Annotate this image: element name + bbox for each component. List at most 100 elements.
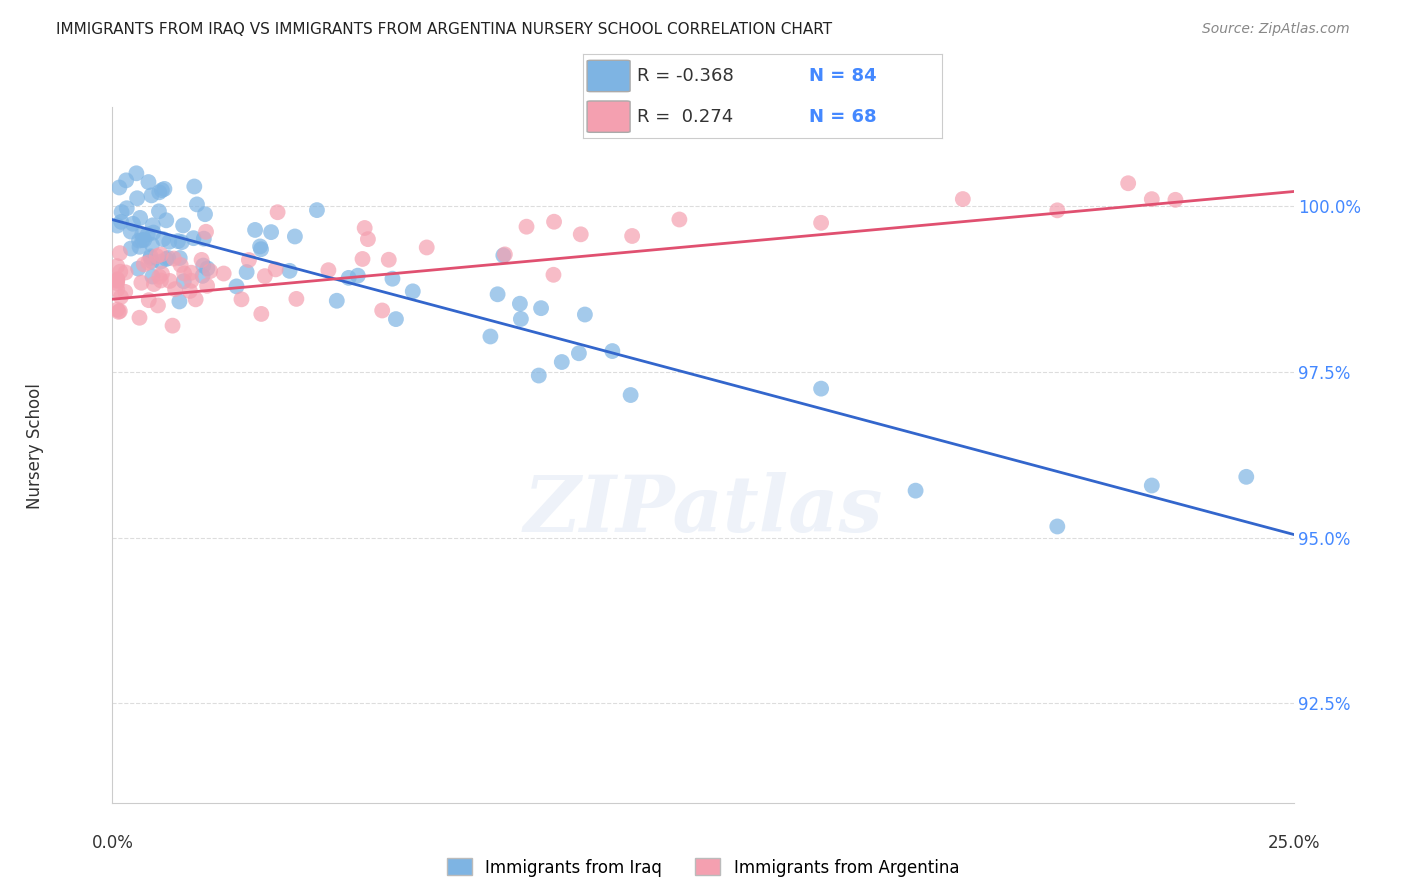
Point	[492, 248, 515, 262]
Point	[183, 179, 205, 194]
Point	[1116, 176, 1139, 190]
Point	[134, 233, 156, 247]
Point	[108, 304, 131, 318]
Point	[621, 229, 644, 244]
Point	[253, 269, 276, 284]
Point	[152, 232, 174, 246]
Point	[509, 312, 531, 326]
Point	[190, 252, 212, 267]
Point	[170, 235, 193, 249]
Point	[810, 216, 832, 230]
Point	[620, 388, 643, 402]
Point	[530, 301, 553, 315]
Point	[115, 173, 138, 187]
Text: N = 68: N = 68	[810, 108, 877, 126]
Point	[142, 219, 165, 233]
Point	[153, 182, 176, 196]
Point	[1234, 470, 1257, 484]
Point	[146, 298, 169, 312]
Point	[132, 257, 155, 271]
Text: 0.0%: 0.0%	[91, 834, 134, 852]
Point	[352, 252, 374, 266]
Point	[136, 227, 159, 242]
Point	[105, 277, 128, 291]
Point	[131, 227, 153, 242]
Point	[148, 204, 170, 219]
Point	[128, 240, 150, 254]
Point	[238, 252, 260, 267]
Point	[128, 310, 150, 325]
Point	[486, 287, 509, 301]
Point	[155, 252, 177, 266]
Point	[264, 262, 287, 277]
Point	[198, 264, 221, 278]
Point	[162, 318, 184, 333]
Point	[138, 293, 160, 308]
Point	[155, 213, 177, 227]
Point	[285, 292, 308, 306]
Point	[479, 329, 502, 343]
Point	[110, 265, 132, 279]
Point	[165, 282, 187, 296]
Point	[193, 259, 215, 273]
Text: IMMIGRANTS FROM IRAQ VS IMMIGRANTS FROM ARGENTINA NURSERY SCHOOL CORRELATION CHA: IMMIGRANTS FROM IRAQ VS IMMIGRANTS FROM …	[56, 22, 832, 37]
Point	[515, 219, 537, 234]
Point	[169, 294, 191, 309]
Point	[212, 267, 235, 281]
Point	[318, 263, 340, 277]
Point	[191, 268, 214, 283]
Point	[150, 183, 173, 197]
Text: R = -0.368: R = -0.368	[637, 67, 734, 85]
Point	[120, 225, 142, 239]
Point	[494, 247, 516, 261]
Point	[569, 227, 592, 242]
Point	[170, 258, 193, 272]
Point	[305, 203, 328, 218]
Point	[141, 254, 163, 268]
Point	[105, 273, 128, 287]
Point	[120, 242, 142, 256]
Point	[127, 261, 149, 276]
Point	[1140, 478, 1163, 492]
Point	[183, 231, 205, 245]
Point	[122, 217, 145, 231]
Point	[159, 274, 181, 288]
Point	[179, 284, 201, 298]
Point	[105, 274, 128, 288]
Point	[235, 265, 257, 279]
Point	[266, 205, 288, 219]
Point	[193, 232, 215, 246]
Point	[110, 215, 132, 229]
Point	[194, 207, 217, 221]
Point	[197, 261, 219, 276]
Point	[169, 251, 191, 265]
Point	[574, 308, 596, 322]
FancyBboxPatch shape	[588, 61, 630, 92]
Point	[139, 251, 162, 265]
Point	[142, 277, 165, 291]
Point	[149, 247, 172, 261]
FancyBboxPatch shape	[588, 101, 630, 132]
Point	[148, 186, 170, 200]
Text: 25.0%: 25.0%	[1267, 834, 1320, 852]
Point	[284, 229, 307, 244]
Point	[377, 252, 399, 267]
Point	[381, 271, 404, 285]
Point	[357, 232, 380, 246]
Point	[127, 191, 149, 205]
Point	[163, 252, 186, 266]
Point	[568, 346, 591, 360]
Point	[142, 226, 165, 240]
Point	[114, 265, 136, 279]
Point	[149, 273, 172, 287]
Point	[278, 264, 301, 278]
Text: R =  0.274: R = 0.274	[637, 108, 734, 126]
Point	[128, 234, 150, 248]
Point	[150, 267, 173, 281]
Point	[115, 201, 138, 215]
Point	[543, 215, 565, 229]
Point	[184, 293, 207, 307]
Point	[105, 259, 128, 273]
Point	[173, 267, 195, 281]
Point	[416, 240, 439, 254]
